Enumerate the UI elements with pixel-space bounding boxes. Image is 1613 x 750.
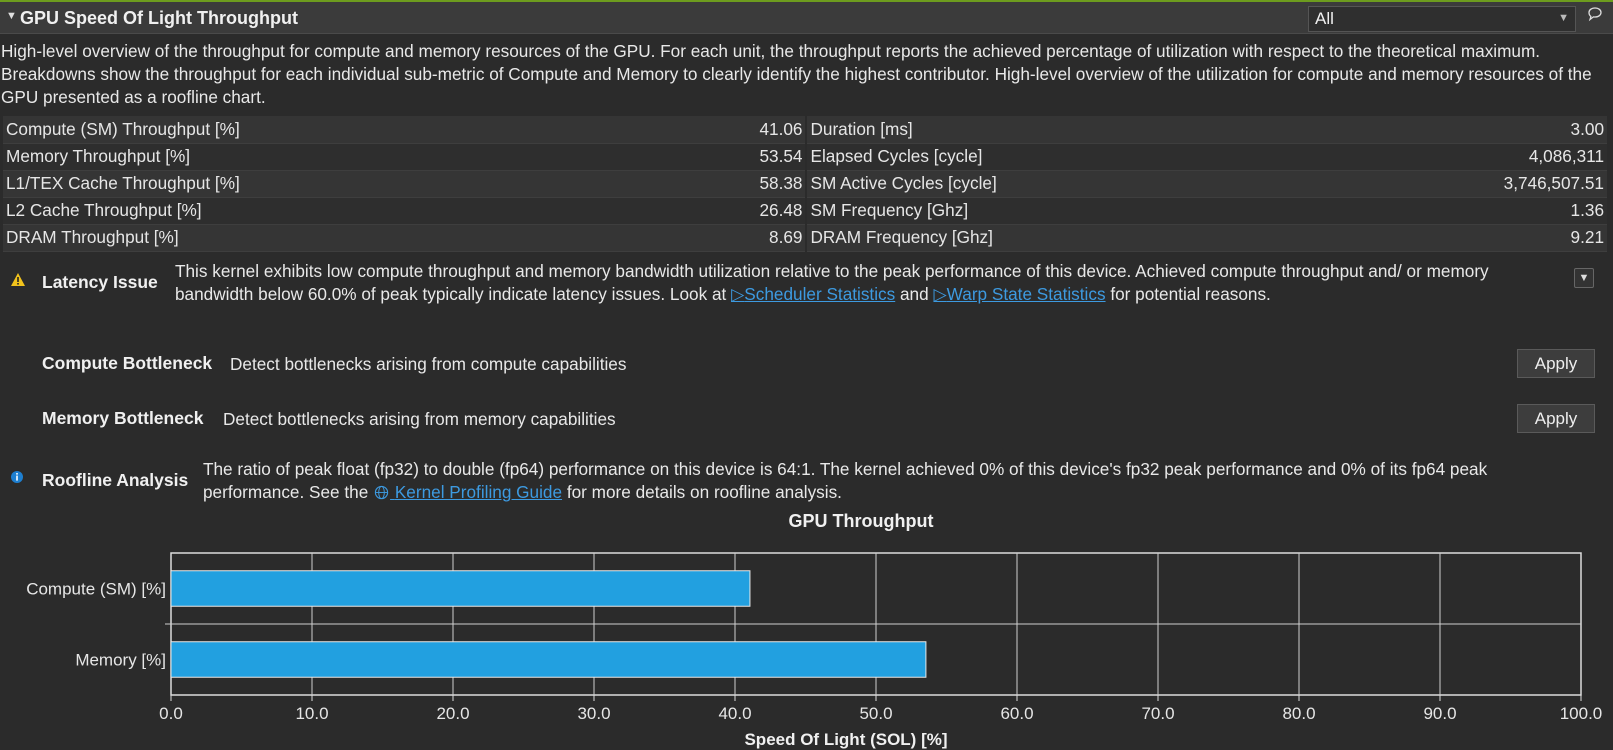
metric-label: DRAM Throughput [%] [3,224,752,252]
apply-memory-button[interactable]: Apply [1517,404,1595,433]
x-tick-label: 100.0 [1560,704,1603,723]
kernel-profiling-guide-link[interactable]: Kernel Profiling Guide [373,482,562,502]
rule-text: The ratio of peak float (fp32) to double… [203,459,1488,502]
apply-compute-button[interactable]: Apply [1517,349,1595,378]
gpu-throughput-chart: GPU Throughput 0.0 10.0 20.0 30.0 40.0 50.0 60.… [26,512,1603,749]
globe-icon [374,485,389,500]
metric-value: 26.48 [751,197,808,225]
collapse-rule-icon[interactable]: ▼ [1574,268,1594,288]
info-icon [10,470,24,488]
category-label: Compute (SM) [%] [26,580,166,599]
metric-label: Memory Throughput [%] [3,143,752,171]
comment-icon[interactable] [1582,6,1608,32]
chevron-down-icon: ▼ [1558,12,1569,24]
metric-value: 1.36 [1456,197,1607,225]
caret-down-icon[interactable]: ▼ [6,10,17,22]
warning-icon [10,272,26,291]
x-tick-label: 50.0 [859,704,892,723]
rule-text: Detect bottlenecks arising from compute … [230,354,627,374]
rule-name: Memory Bottleneck [42,408,204,428]
metric-value: 41.06 [751,116,808,144]
x-tick-label: 40.0 [718,704,751,723]
metric-label: Duration [ms] [806,116,1457,144]
section-header[interactable]: ▼ GPU Speed Of Light Throughput All ▼ [0,0,1613,34]
metric-label: DRAM Frequency [Ghz] [806,224,1457,252]
x-tick-label: 30.0 [577,704,610,723]
metric-value: 53.54 [751,143,808,171]
metric-row: Compute (SM) Throughput [%] 41.06 Duration… [3,116,1607,144]
x-tick-label: 80.0 [1282,704,1315,723]
metric-label: Compute (SM) Throughput [%] [3,116,752,144]
x-axis-label: Speed Of Light (SOL) [%] [744,730,947,749]
metric-value: 58.38 [751,170,808,198]
bar[interactable] [170,570,751,607]
x-tick-label: 90.0 [1423,704,1456,723]
rule-text: This kernel exhibits low compute through… [175,261,1489,304]
rule-name: Compute Bottleneck [42,353,213,373]
x-tick-label: 60.0 [1000,704,1033,723]
metric-value: 3.00 [1456,116,1607,144]
metric-row: L2 Cache Throughput [%] 26.48 SM Frequency… [3,197,1607,225]
x-tick-label: 70.0 [1141,704,1174,723]
category-label: Memory [%] [75,651,166,670]
metric-label: SM Frequency [Ghz] [806,197,1457,225]
metric-label: Elapsed Cycles [cycle] [806,143,1457,171]
section-description: High-level overview of the throughput fo… [1,41,1592,107]
metric-row: L1/TEX Cache Throughput [%] 58.38 SM Activ… [3,170,1607,198]
metrics-table: Compute (SM) Throughput [%] 41.06 Duration… [3,116,1607,252]
x-tick-label: 0.0 [159,704,183,723]
filter-value: All [1315,9,1334,28]
metric-value: 3,746,507.51 [1456,170,1607,198]
x-tick-label: 10.0 [295,704,328,723]
metric-label: L2 Cache Throughput [%] [3,197,752,225]
metric-label: L1/TEX Cache Throughput [%] [3,170,752,198]
rule-text: Detect bottlenecks arising from memory c… [223,409,616,429]
metric-row: Memory Throughput [%] 53.54 Elapsed Cycles… [3,143,1607,171]
section-title: GPU Speed Of Light Throughput [20,8,298,28]
metric-value: 8.69 [751,224,808,252]
bar[interactable] [170,641,927,678]
x-tick-label: 20.0 [436,704,469,723]
scheduler-statistics-link[interactable]: ▷Scheduler Statistics [731,284,896,304]
rule-name: Roofline Analysis [42,470,189,490]
metric-label: SM Active Cycles [cycle] [806,170,1457,198]
metric-value: 9.21 [1456,224,1607,252]
metric-value: 4,086,311 [1456,143,1607,171]
rule-name: Latency Issue [42,272,158,292]
warp-state-statistics-link[interactable]: ▷Warp State Statistics [933,284,1106,304]
body-filter-select[interactable]: All ▼ [1308,6,1576,32]
metric-row: DRAM Throughput [%] 8.69 DRAM Frequency [G… [3,224,1607,252]
chart-title: GPU Throughput [789,512,934,531]
